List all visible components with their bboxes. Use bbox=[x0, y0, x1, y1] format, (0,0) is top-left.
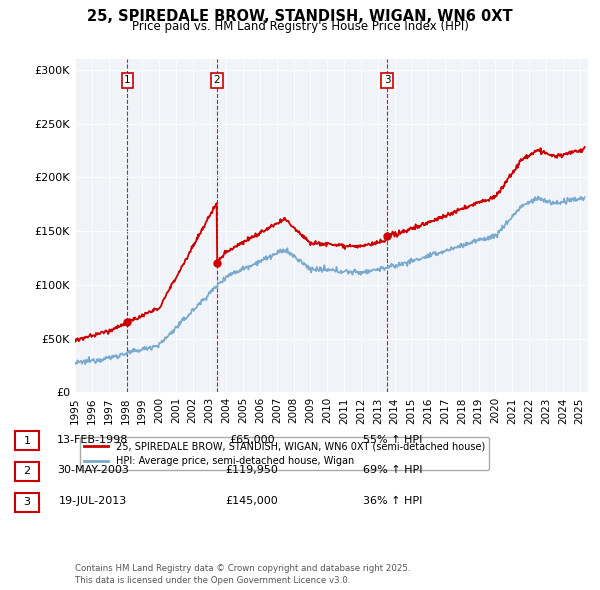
Text: £145,000: £145,000 bbox=[226, 496, 278, 506]
Legend: 25, SPIREDALE BROW, STANDISH, WIGAN, WN6 0XT (semi-detached house), HPI: Average: 25, SPIREDALE BROW, STANDISH, WIGAN, WN6… bbox=[80, 437, 489, 470]
Text: 2: 2 bbox=[23, 467, 31, 476]
Text: 1: 1 bbox=[23, 436, 31, 445]
Text: 3: 3 bbox=[383, 75, 391, 85]
Text: Price paid vs. HM Land Registry's House Price Index (HPI): Price paid vs. HM Land Registry's House … bbox=[131, 20, 469, 33]
Text: 13-FEB-1998: 13-FEB-1998 bbox=[58, 435, 128, 444]
Text: 2: 2 bbox=[214, 75, 220, 85]
Text: 55% ↑ HPI: 55% ↑ HPI bbox=[364, 435, 422, 444]
Text: £119,950: £119,950 bbox=[226, 466, 278, 475]
Text: Contains HM Land Registry data © Crown copyright and database right 2025.
This d: Contains HM Land Registry data © Crown c… bbox=[75, 565, 410, 585]
Text: 69% ↑ HPI: 69% ↑ HPI bbox=[363, 466, 423, 475]
Text: 1: 1 bbox=[124, 75, 131, 85]
Text: £65,000: £65,000 bbox=[229, 435, 275, 444]
Text: 19-JUL-2013: 19-JUL-2013 bbox=[59, 496, 127, 506]
Text: 30-MAY-2003: 30-MAY-2003 bbox=[57, 466, 129, 475]
Text: 25, SPIREDALE BROW, STANDISH, WIGAN, WN6 0XT: 25, SPIREDALE BROW, STANDISH, WIGAN, WN6… bbox=[87, 9, 513, 24]
Text: 3: 3 bbox=[23, 497, 31, 507]
Text: 36% ↑ HPI: 36% ↑ HPI bbox=[364, 496, 422, 506]
